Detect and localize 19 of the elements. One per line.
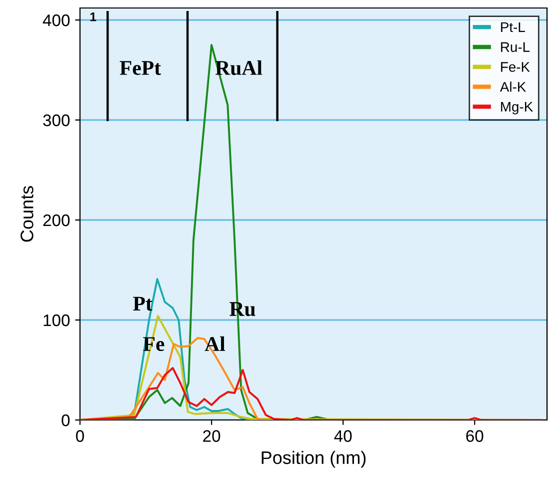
- y-tick-label: 200: [43, 214, 70, 226]
- x-axis-title: Position (nm): [262, 450, 366, 468]
- legend-label: Ru-L: [501, 42, 530, 52]
- legend-label: Mg-K: [501, 102, 533, 114]
- legend-label: Al-K: [500, 82, 526, 92]
- y-tick-label: 100: [44, 314, 70, 326]
- legend-label: Pt-L: [501, 22, 525, 32]
- x-tick-label: 20: [203, 430, 220, 442]
- y-axis-title: Counts: [20, 186, 34, 242]
- y-tick-label: 400: [42, 14, 70, 26]
- y-tick-label: 0: [62, 414, 70, 426]
- legend-label: Fe-K: [501, 62, 530, 72]
- x-tick-label: 40: [334, 430, 352, 442]
- x-tick-label: 60: [466, 430, 484, 442]
- annotation: 1: [90, 12, 96, 22]
- line-series: [80, 367, 542, 420]
- x-tick-label: 0: [76, 430, 84, 442]
- y-tick-label: 300: [43, 114, 70, 126]
- annotation: FePt: [120, 61, 161, 76]
